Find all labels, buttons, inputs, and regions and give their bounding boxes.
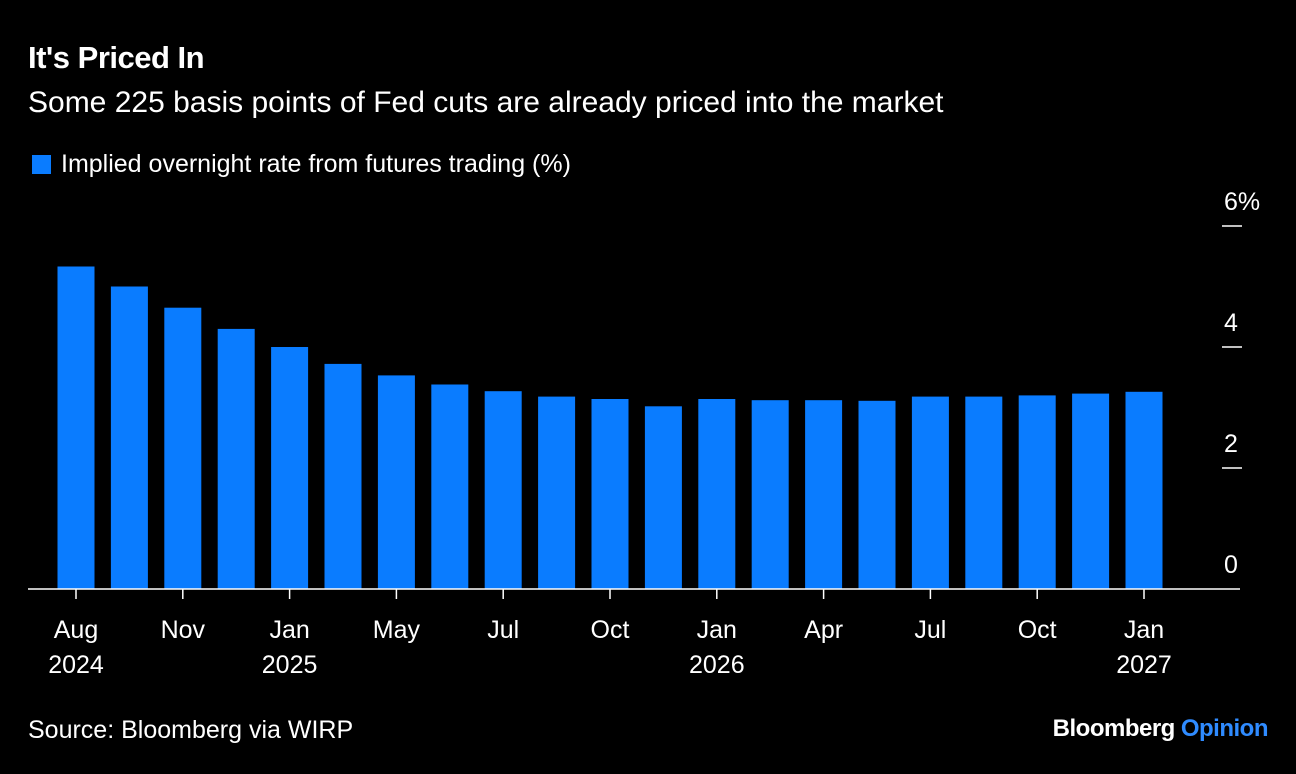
bar-jun-2026 [858, 400, 896, 589]
bar-may-2025 [377, 375, 415, 589]
bar-sep-2025 [538, 396, 576, 589]
bar-jun-2025 [431, 384, 469, 589]
bar-oct-2026 [1018, 395, 1056, 589]
x-tick-label: Oct [591, 616, 630, 644]
y-tick-label: 4 [1224, 309, 1238, 337]
y-tick-label: 6% [1224, 188, 1260, 216]
legend-label: Implied overnight rate from futures trad… [61, 150, 571, 178]
x-tick-year-label: 2025 [262, 651, 318, 679]
bar-mar-2025 [324, 363, 362, 589]
bar-dec-2026 [1072, 393, 1110, 589]
bar-mar-2026 [751, 400, 789, 589]
bar-jan-2026 [698, 399, 736, 589]
bar-nov-2024 [164, 307, 202, 589]
x-tick-label: Jan [697, 616, 737, 644]
source-note: Source: Bloomberg via WIRP [28, 716, 354, 744]
x-tick-label: Jul [914, 616, 946, 644]
bar-jul-2025 [484, 391, 522, 589]
bar-jan-2025 [271, 347, 309, 589]
x-tick-label: May [373, 616, 421, 644]
chart-title: It's Priced In [28, 40, 205, 75]
legend-swatch [32, 155, 51, 174]
x-axis-ticks: Aug 2024 Nov Jan 2025 May Jul Oct Jan 2026 Apr Jul O… [48, 589, 1172, 679]
bar-sep-2026 [965, 396, 1003, 589]
x-tick-label: Aug [54, 616, 98, 644]
y-tick-label: 2 [1224, 430, 1238, 458]
bar-aug-2024 [57, 266, 95, 589]
bar-oct-2025 [591, 399, 629, 589]
legend: Implied overnight rate from futures trad… [32, 150, 571, 179]
bar-sep-2024 [110, 286, 148, 589]
bar-dec-2024 [217, 328, 255, 589]
brand-logo: Bloomberg Opinion [1052, 715, 1269, 743]
bar-jul-2026 [911, 396, 949, 589]
brand-suffix: Opinion [1180, 715, 1269, 742]
y-tick-label: 0 [1224, 551, 1238, 579]
x-tick-year-label: 2027 [1116, 651, 1172, 679]
x-tick-label: Apr [804, 616, 843, 644]
bars-group [57, 266, 1163, 589]
x-tick-label: Jan [1124, 616, 1164, 644]
x-tick-year-label: 2024 [48, 651, 104, 679]
x-tick-label: Oct [1018, 616, 1057, 644]
bar-apr-2026 [805, 400, 843, 589]
brand-name: Bloomberg [1052, 715, 1176, 742]
x-tick-label: Nov [161, 616, 206, 644]
x-tick-label: Jan [269, 616, 309, 644]
bar-jan-2027 [1125, 391, 1163, 589]
bar-dec-2025 [644, 406, 682, 589]
x-tick-label: Jul [487, 616, 519, 644]
chart-subtitle: Some 225 basis points of Fed cuts are al… [28, 86, 944, 119]
y-axis-ticks: 0 2 4 6% [1222, 188, 1260, 579]
x-tick-year-label: 2026 [689, 651, 745, 679]
